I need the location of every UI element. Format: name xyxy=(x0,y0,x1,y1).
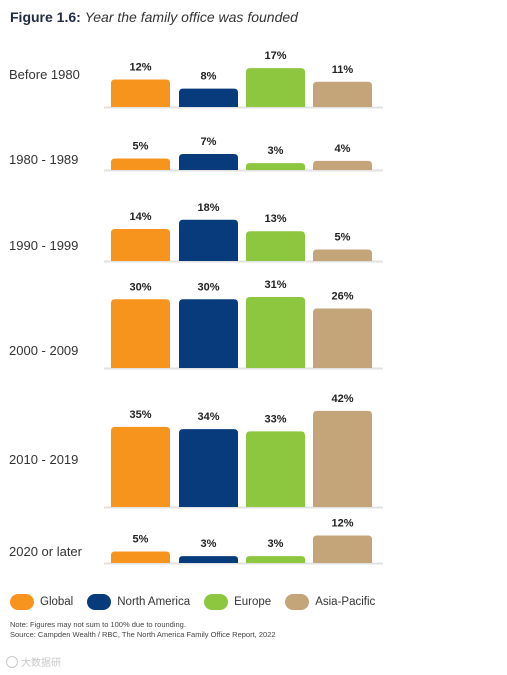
data-label-asia-pacific-1980-1989: 4% xyxy=(335,143,351,155)
legend-label-europe: Europe xyxy=(234,596,272,608)
data-label-global-2020-or-later: 5% xyxy=(133,534,149,546)
figure-title-text: Year the family office was founded xyxy=(84,9,298,25)
bar-europe-2020-or-later xyxy=(246,556,305,563)
bar-europe-2010-2019 xyxy=(246,431,305,507)
bar-asia-pacific-2020-or-later xyxy=(313,535,372,563)
bar-europe-1990-1999 xyxy=(246,231,305,261)
data-label-north-america-1980-1989: 7% xyxy=(201,136,217,148)
bar-north-america-1980-1989 xyxy=(179,153,238,170)
bar-north-america-1990-1999 xyxy=(179,219,238,261)
legend-swatch-europe xyxy=(204,594,229,610)
bar-global-1980-1989 xyxy=(111,158,170,170)
data-label-europe-2010-2019: 33% xyxy=(264,413,286,425)
category-label-1980-1989: 1980 - 1989 xyxy=(9,152,78,167)
bar-europe-1980-1989 xyxy=(246,163,305,170)
bar-global-before-1980 xyxy=(111,79,170,107)
category-label-2010-2019: 2010 - 2019 xyxy=(9,452,78,467)
data-label-north-america-2010-2019: 34% xyxy=(197,411,219,423)
chart-notes: Note: Figures may not sum to 100% due to… xyxy=(10,620,276,640)
legend-label-asia-pacific: Asia-Pacific xyxy=(315,596,376,608)
bar-north-america-before-1980 xyxy=(179,88,238,107)
watermark-logo-icon xyxy=(6,655,18,668)
rounding-note: Note: Figures may not sum to 100% due to… xyxy=(10,620,186,629)
bar-global-2000-2009 xyxy=(111,299,170,368)
category-label-2000-2009: 2000 - 2009 xyxy=(9,343,78,358)
bar-north-america-2000-2009 xyxy=(179,299,238,368)
data-label-asia-pacific-1990-1999: 5% xyxy=(335,232,351,244)
figure-title: Figure 1.6: Year the family office was f… xyxy=(10,9,298,25)
category-label-before-1980: Before 1980 xyxy=(9,67,80,82)
data-label-asia-pacific-2010-2019: 42% xyxy=(331,393,353,405)
data-label-north-america-2020-or-later: 3% xyxy=(201,538,217,550)
bar-europe-before-1980 xyxy=(246,68,305,107)
data-label-global-before-1980: 12% xyxy=(129,62,151,74)
bar-north-america-2010-2019 xyxy=(179,429,238,507)
chart-legend: Global North America Europe Asia-Pacific xyxy=(10,594,389,610)
legend-item-europe: Europe xyxy=(204,594,271,610)
watermark: 大数据研 xyxy=(6,654,61,669)
watermark-text: 大数据研 xyxy=(21,658,61,669)
data-label-north-america-1990-1999: 18% xyxy=(197,202,219,214)
data-label-europe-1990-1999: 13% xyxy=(264,213,286,225)
data-label-north-america-before-1980: 8% xyxy=(201,71,217,83)
bar-europe-2000-2009 xyxy=(246,297,305,368)
legend-item-north-america: North America xyxy=(87,594,190,610)
figure-label: Figure 1.6: xyxy=(10,9,81,25)
bar-global-2010-2019 xyxy=(111,426,170,507)
category-label-2020-or-later: 2020 or later xyxy=(9,544,83,559)
data-label-europe-2020-or-later: 3% xyxy=(268,538,284,550)
data-label-asia-pacific-2000-2009: 26% xyxy=(331,290,353,302)
bar-asia-pacific-before-1980 xyxy=(313,81,372,107)
legend-item-global: Global xyxy=(10,594,73,610)
bar-global-1990-1999 xyxy=(111,228,170,261)
bar-global-2020-or-later xyxy=(111,551,170,563)
bar-asia-pacific-1990-1999 xyxy=(313,249,372,261)
legend-swatch-north-america xyxy=(87,594,112,610)
data-label-global-2010-2019: 35% xyxy=(129,409,151,421)
legend-label-north-america: North America xyxy=(117,596,191,608)
bar-north-america-2020-or-later xyxy=(179,556,238,563)
data-label-global-2000-2009: 30% xyxy=(129,281,151,293)
data-label-global-1990-1999: 14% xyxy=(129,211,151,223)
source-note: Source: Campden Wealth / RBC, The North … xyxy=(10,630,276,639)
data-label-asia-pacific-2020-or-later: 12% xyxy=(331,518,353,530)
data-label-europe-1980-1989: 3% xyxy=(268,145,284,157)
legend-item-asia-pacific: Asia-Pacific xyxy=(285,594,375,610)
data-label-asia-pacific-before-1980: 11% xyxy=(332,64,354,76)
bar-asia-pacific-2000-2009 xyxy=(313,308,372,368)
legend-swatch-asia-pacific xyxy=(285,594,310,610)
legend-label-global: Global xyxy=(40,596,74,608)
data-label-europe-before-1980: 17% xyxy=(264,50,286,62)
category-label-1990-1999: 1990 - 1999 xyxy=(9,238,78,253)
legend-swatch-global xyxy=(10,594,34,610)
data-label-europe-2000-2009: 31% xyxy=(264,279,286,291)
data-label-global-1980-1989: 5% xyxy=(133,141,149,153)
bar-asia-pacific-2010-2019 xyxy=(313,410,372,507)
data-label-north-america-2000-2009: 30% xyxy=(197,281,219,293)
bar-asia-pacific-1980-1989 xyxy=(313,160,372,170)
bar-chart: Before 1980 12% 8% 17% 11% 1980 - 1989 5% 7% 3% 4… xyxy=(9,50,383,565)
